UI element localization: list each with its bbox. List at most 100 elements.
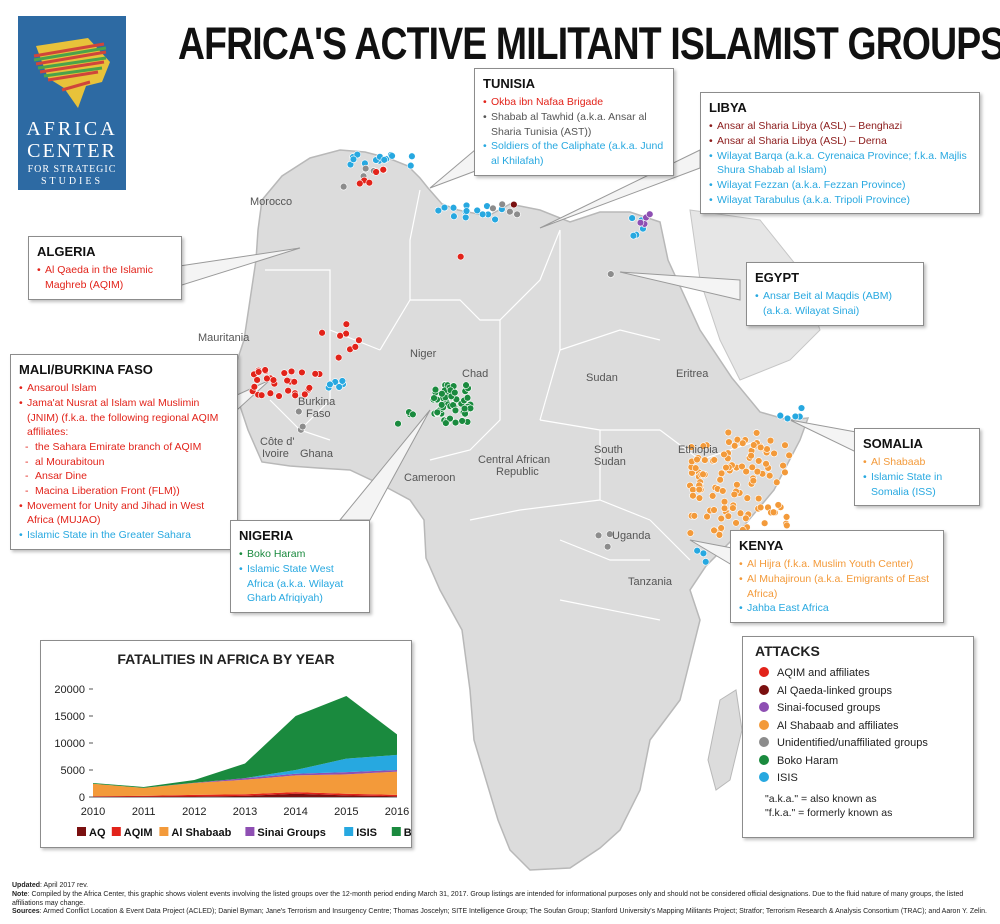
legend-label: ISIS — [777, 772, 798, 784]
attack-dot — [770, 449, 778, 458]
attack-dot — [299, 422, 307, 431]
attack-dot — [261, 366, 269, 374]
attack-dot — [693, 546, 701, 555]
label-cote: Côte d' — [260, 436, 295, 448]
label-chad: Chad — [462, 368, 489, 380]
attack-dot — [717, 524, 725, 532]
attack-dot — [409, 410, 417, 419]
label-faso: Faso — [306, 408, 331, 420]
callout-tunisia: TUNISIA Okba ibn Nafaa BrigadeShabab al T… — [474, 68, 674, 176]
attack-dot — [695, 494, 704, 502]
callout-title: TUNISIA — [483, 76, 535, 91]
attack-dot — [699, 549, 708, 558]
attack-dot — [291, 391, 299, 400]
attack-dot — [498, 200, 506, 208]
attack-dot — [754, 494, 763, 503]
group-item: Al Shabaab — [863, 455, 971, 470]
attack-dot — [434, 206, 443, 215]
group-item: Macina Liberation Front (FLM)) — [19, 484, 229, 499]
attack-dot — [438, 390, 446, 398]
attack-dot — [739, 439, 747, 447]
label-uganda: Uganda — [612, 530, 651, 542]
callout-title: NIGERIA — [239, 528, 294, 543]
attack-dot — [760, 519, 769, 527]
attack-dot — [408, 152, 416, 160]
attack-dot — [695, 485, 703, 494]
x-tick-label: 2012 — [182, 806, 206, 818]
legend-dot-icon — [759, 719, 769, 730]
group-item: the Sahara Emirate branch of AQIM — [19, 440, 229, 455]
attack-dot — [365, 178, 374, 187]
legend-label: Sinai-focused groups — [777, 702, 881, 714]
attack-dot — [724, 512, 733, 520]
attack-dot — [478, 210, 487, 219]
attack-dot — [774, 501, 782, 509]
series-area-bh — [93, 696, 397, 788]
legend-item: Al Qaeda-linked groups — [759, 684, 892, 697]
attack-dot — [458, 417, 466, 425]
attack-dot — [722, 463, 730, 472]
legend-label: AQIM and affiliates — [777, 667, 870, 679]
chart-legend-swatch — [245, 827, 255, 836]
label-morocco: Morocco — [250, 196, 293, 208]
legend-item: Unidentified/unaffiliated groups — [759, 737, 928, 749]
chart-legend-label: Sinai Groups — [257, 827, 325, 839]
legend-item: Sinai-focused groups — [759, 702, 880, 714]
group-item: Islamic State in Somalia (ISS) — [863, 470, 971, 499]
attack-dot — [318, 329, 326, 337]
label-ivoire: Ivoire — [262, 448, 289, 460]
chart-title: FATALITIES IN AFRICA BY YEAR — [117, 651, 335, 667]
label-ghana: Ghana — [300, 448, 334, 460]
y-tick-label: 5000 — [61, 765, 85, 777]
series-area-aqim — [93, 792, 397, 797]
group-item: Soldiers of the Caliphate (a.k.a. Jund a… — [483, 139, 665, 168]
group-item: Boko Haram — [239, 547, 361, 562]
attack-dot — [438, 401, 446, 409]
attack-dot — [689, 492, 697, 500]
attack-dot — [462, 207, 471, 215]
callout-libya: LIBYA Ansar al Sharia Libya (ASL) – Bengh… — [700, 92, 980, 215]
attack-dot — [349, 155, 358, 164]
attack-dot — [250, 383, 259, 391]
attack-dot — [720, 498, 729, 506]
chart-legend-swatch — [159, 827, 169, 836]
series-area-al-shabaab — [93, 771, 397, 797]
country-borders — [265, 189, 761, 621]
attack-dot — [725, 438, 733, 446]
attack-dot — [298, 368, 306, 377]
fatalities-chart: FATALITIES IN AFRICA BY YEAR 0 5000 10000 1… — [40, 640, 420, 848]
attack-dot — [717, 469, 726, 478]
attack-dot — [729, 504, 737, 512]
attack-dot — [750, 441, 758, 449]
attack-dot — [305, 384, 314, 392]
attack-dot — [730, 490, 739, 499]
attack-dot — [738, 462, 746, 471]
attack-dot — [460, 404, 469, 413]
attack-dot — [430, 394, 438, 402]
attack-dot — [361, 164, 370, 173]
attack-dot — [388, 152, 396, 160]
attack-dot — [326, 380, 334, 389]
attack-dot — [380, 156, 388, 164]
group-item: Jahba East Africa — [739, 601, 935, 616]
group-item: Ansar Beit al Maqdis (ABM) (a.k.a. Wilay… — [755, 289, 915, 318]
attack-dot — [733, 480, 741, 489]
attack-dot — [607, 270, 615, 278]
callout-title: KENYA — [739, 538, 784, 553]
attack-dot — [311, 370, 319, 378]
chart-legend-swatch — [344, 827, 354, 836]
attack-dot — [747, 452, 755, 460]
group-item: Wilayat Tarabulus (a.k.a. Tripoli Provin… — [709, 193, 971, 208]
group-item: Jama'at Nusrat al Islam wal Muslimin (JN… — [19, 396, 229, 440]
attack-dot — [506, 207, 514, 216]
attacks-legend: ATTACKS AQIM and affiliates Al Qaeda-link… — [742, 636, 974, 838]
attack-dot — [779, 461, 787, 470]
callout-egypt: EGYPT Ansar Beit al Maqdis (ABM) (a.k.a. … — [746, 262, 924, 326]
callout-mali-burkina: MALI/BURKINA FASO Ansaroul IslamJama'at N… — [10, 354, 238, 550]
attack-dot — [351, 343, 359, 351]
legend-label: Al Shabaab and affiliates — [777, 719, 899, 732]
attack-dot — [342, 320, 351, 328]
attack-dot — [690, 512, 699, 520]
group-item: Movement for Unity and Jihad in West Afr… — [19, 499, 229, 528]
group-item: Wilayat Barqa (a.k.a. Cyrenaica Province… — [709, 149, 971, 178]
